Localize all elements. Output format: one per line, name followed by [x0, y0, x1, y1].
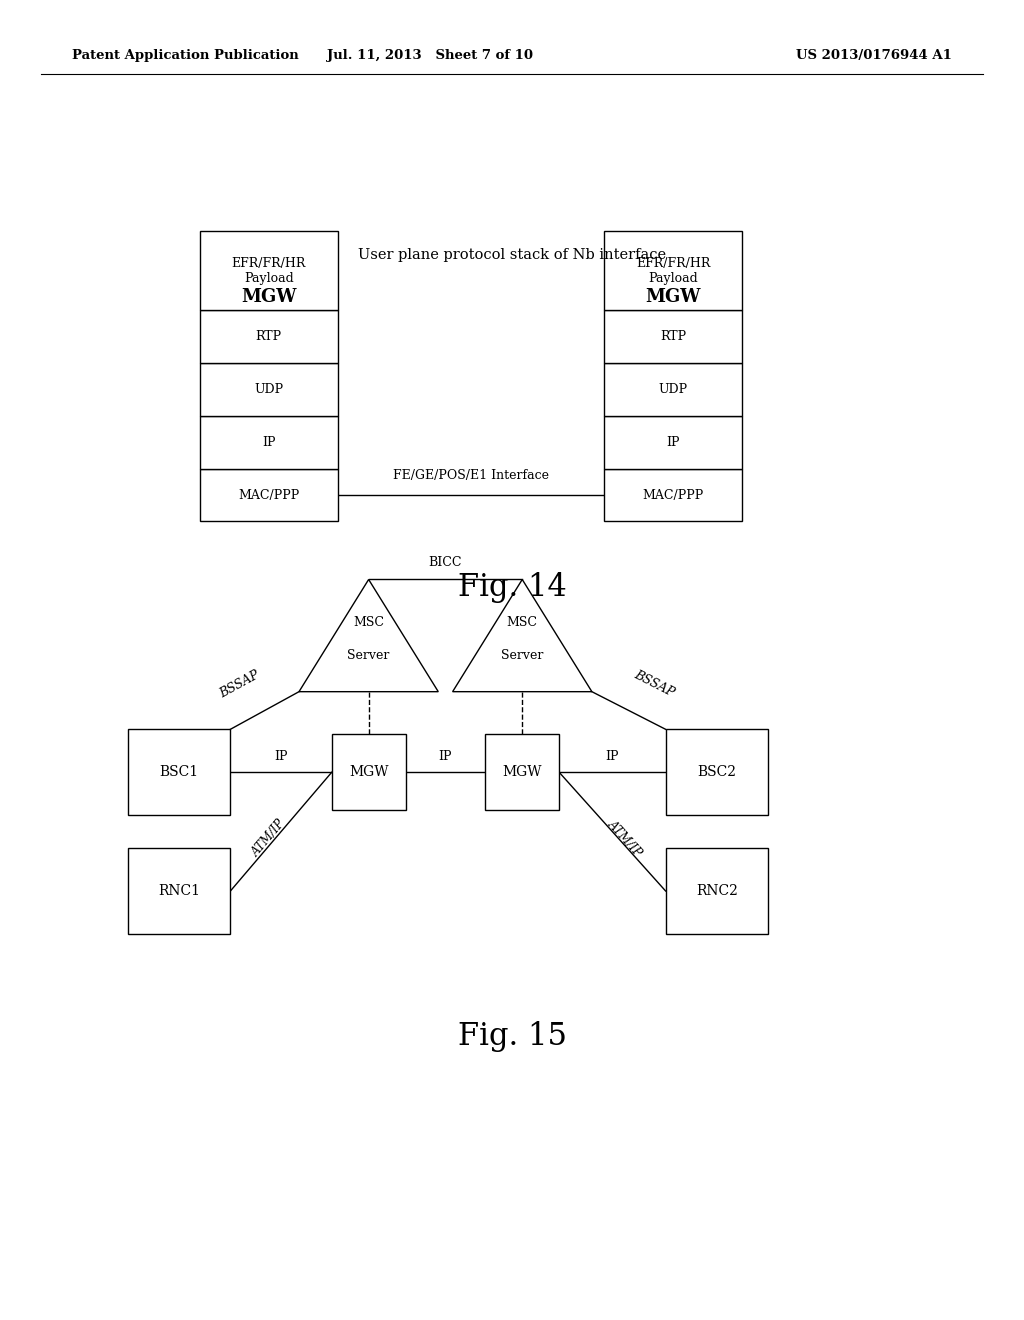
Bar — [128, 849, 230, 935]
Polygon shape — [299, 579, 438, 692]
Bar — [485, 734, 559, 810]
Text: MAC/PPP: MAC/PPP — [643, 488, 703, 502]
Text: MAC/PPP: MAC/PPP — [239, 488, 299, 502]
Text: MGW: MGW — [349, 766, 388, 779]
Bar — [666, 729, 768, 816]
Bar — [604, 310, 742, 363]
Text: MGW: MGW — [241, 288, 297, 306]
Text: EFR/FR/HR
Payload: EFR/FR/HR Payload — [231, 256, 306, 285]
Text: BSC2: BSC2 — [697, 766, 736, 779]
Bar — [128, 729, 230, 816]
Text: MGW: MGW — [645, 288, 701, 306]
Text: MGW: MGW — [503, 766, 542, 779]
Text: ATM/IP: ATM/IP — [605, 817, 644, 859]
Text: ATM/IP: ATM/IP — [250, 817, 288, 859]
Text: Fig. 14: Fig. 14 — [458, 572, 566, 603]
Bar — [666, 849, 768, 935]
Text: BSC1: BSC1 — [160, 766, 199, 779]
Text: RNC2: RNC2 — [696, 884, 737, 898]
Polygon shape — [453, 579, 592, 692]
Text: IP: IP — [438, 750, 453, 763]
Text: Server: Server — [501, 649, 544, 661]
Text: BICC: BICC — [429, 556, 462, 569]
Text: IP: IP — [274, 750, 288, 763]
Bar — [604, 416, 742, 469]
Text: UDP: UDP — [658, 383, 688, 396]
Text: RTP: RTP — [660, 330, 686, 343]
Bar — [200, 231, 338, 310]
Text: IP: IP — [667, 436, 680, 449]
Bar — [604, 363, 742, 416]
Text: EFR/FR/HR
Payload: EFR/FR/HR Payload — [636, 256, 711, 285]
Text: Patent Application Publication: Patent Application Publication — [72, 49, 298, 62]
Text: MSC: MSC — [353, 616, 384, 628]
Text: BSSAP: BSSAP — [632, 668, 677, 700]
Bar — [200, 469, 338, 521]
Text: Fig. 15: Fig. 15 — [458, 1020, 566, 1052]
Text: MSC: MSC — [507, 616, 538, 628]
Bar — [200, 363, 338, 416]
Bar — [604, 469, 742, 521]
Text: RNC1: RNC1 — [158, 884, 201, 898]
Text: US 2013/0176944 A1: US 2013/0176944 A1 — [797, 49, 952, 62]
Text: Server: Server — [347, 649, 390, 661]
Bar — [604, 231, 742, 310]
Text: Jul. 11, 2013   Sheet 7 of 10: Jul. 11, 2013 Sheet 7 of 10 — [327, 49, 534, 62]
Text: User plane protocol stack of Nb interface: User plane protocol stack of Nb interfac… — [358, 248, 666, 261]
Bar — [332, 734, 406, 810]
Text: BSSAP: BSSAP — [217, 668, 261, 700]
Bar — [200, 310, 338, 363]
Text: FE/GE/POS/E1 Interface: FE/GE/POS/E1 Interface — [393, 469, 549, 482]
Text: RTP: RTP — [256, 330, 282, 343]
Text: IP: IP — [262, 436, 275, 449]
Text: UDP: UDP — [254, 383, 284, 396]
Bar — [200, 416, 338, 469]
Text: IP: IP — [605, 750, 620, 763]
